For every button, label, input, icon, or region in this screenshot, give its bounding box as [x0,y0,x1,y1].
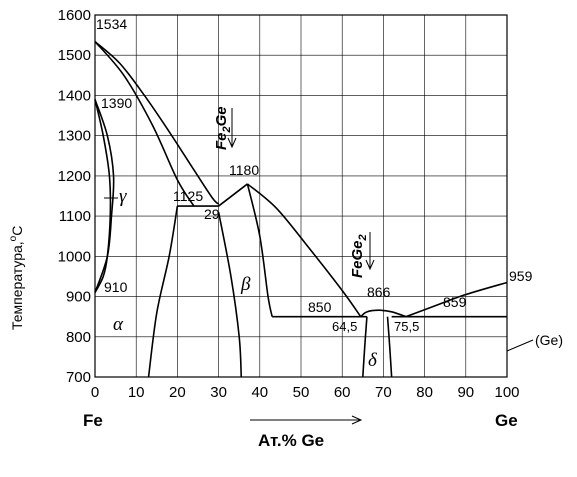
tick-labels: 0 10 20 30 40 50 60 70 80 90 100 700 800 900 1000 1100 1… [58,7,520,401]
element-right-label: Ge [495,411,518,430]
phase-boundary-curve [246,183,273,317]
phase-alpha-label: α [113,314,124,335]
y-tick-label: 800 [66,329,91,346]
x-axis-arrow [250,415,363,425]
x-axis-label: Ат.% Ge [258,431,324,450]
y-axis-label: Температура,oС [8,226,25,330]
x-tick-label: 0 [91,384,99,401]
annotation-64-5: 64,5 [332,319,357,334]
x-tick-label: 10 [128,384,145,401]
y-tick-label: 1500 [58,47,91,64]
y-tick-label: 1600 [58,7,91,24]
x-tick-label: 90 [457,384,474,401]
phase-boundary-curve [94,40,220,205]
x-tick-label: 70 [375,384,392,401]
annotation-1534: 1534 [96,16,127,32]
annotation-866: 866 [367,284,391,300]
y-tick-label: 1300 [58,128,91,145]
phase-boundary-curve [94,99,112,293]
phase-curves [94,40,508,378]
annotation-959: 959 [509,268,533,284]
phase-boundary-curve [246,183,362,318]
ge-phase-label: (Ge) [535,332,563,348]
phase-boundary-curve [360,309,407,318]
x-tick-label: 30 [210,384,227,401]
x-tick-label: 80 [416,384,433,401]
x-tick-label: 40 [251,384,268,401]
y-tick-label: 700 [66,369,91,386]
phase-boundary-curve [94,41,195,207]
compound-fege2-label: FeGe2 [349,234,369,278]
fe2ge-arrow [227,108,237,149]
annotation-859: 859 [443,294,467,310]
phase-boundary-curve [217,211,243,378]
compound-fe2ge-label: Fe2Ge [213,106,233,150]
fege2-arrow [365,232,375,271]
phase-boundary-curve [147,205,179,378]
x-tick-label: 100 [494,384,519,401]
annotation-75-5: 75,5 [394,319,419,334]
y-tick-label: 1100 [59,208,91,225]
annotation-1390: 1390 [101,95,132,111]
ge-leader-line [506,339,534,352]
y-tick-label: 1400 [58,87,91,104]
y-tick-label: 1200 [58,168,91,185]
annotation-850: 850 [308,299,332,315]
annotation-1125: 1125 [173,188,203,204]
phase-boundary-curve [386,316,393,378]
element-left-label: Fe [83,411,103,430]
annotation-1180: 1180 [229,162,259,178]
phase-boundary-curve [218,183,248,207]
y-tick-label: 900 [66,289,91,306]
grid [94,14,508,378]
x-tick-label: 60 [334,384,351,401]
phase-boundary-curve [405,281,508,318]
phase-gamma-label: γ [119,186,127,207]
x-tick-label: 50 [293,384,310,401]
phase-delta-label: δ [368,350,378,371]
phase-boundary-curve [362,316,368,378]
annotation-29: 29 [204,206,220,222]
y-tick-label: 1000 [58,248,91,265]
phase-boundary-curve [94,99,115,293]
phase-beta-label: β [240,274,251,295]
x-tick-label: 20 [169,384,186,401]
annotation-910: 910 [104,279,128,295]
